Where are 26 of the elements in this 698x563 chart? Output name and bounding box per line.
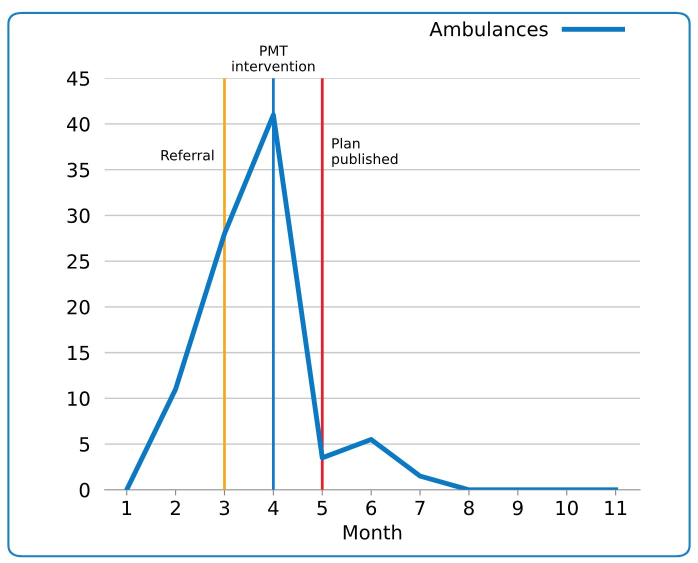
ref-line-label: PMT intervention: [232, 46, 314, 72]
legend-label: Ambulances: [429, 21, 548, 36]
y-tick-label: 45: [67, 71, 90, 86]
y-tick-label: 30: [68, 208, 90, 224]
x-tick-label: 5: [318, 500, 327, 516]
y-tick-label: 15: [68, 346, 90, 360]
x-axis-title: Month: [344, 524, 402, 540]
x-tick-label: 11: [605, 500, 626, 515]
ref-line-label: Referral: [162, 150, 214, 160]
ref-line-label: Plan published: [332, 138, 398, 167]
x-tick-label: 10: [556, 500, 578, 516]
y-tick-label: 25: [67, 254, 90, 269]
x-tick-label: 2: [170, 500, 180, 515]
x-tick-label: 9: [512, 500, 523, 516]
x-tick-label: 7: [415, 500, 425, 515]
y-tick-label: 40: [67, 116, 90, 132]
x-tick-label: 8: [464, 500, 474, 516]
x-tick-label: 1: [122, 500, 132, 515]
y-tick-label: 0: [80, 482, 90, 498]
x-tick-label: 4: [268, 500, 278, 515]
x-tick-label: 3: [220, 500, 230, 516]
y-tick-label: 5: [80, 437, 90, 452]
y-tick-label: 10: [68, 391, 90, 406]
y-tick-label: 35: [68, 162, 90, 178]
y-tick-label: 20: [67, 300, 90, 315]
x-tick-label: 6: [366, 500, 376, 516]
